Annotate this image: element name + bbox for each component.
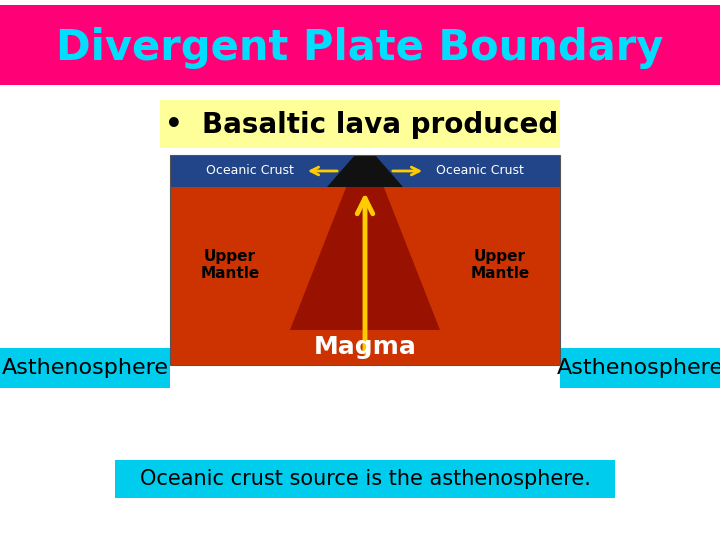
- Polygon shape: [290, 185, 440, 330]
- Text: Oceanic Crust: Oceanic Crust: [206, 165, 294, 178]
- Bar: [170, 155, 560, 187]
- Bar: [170, 155, 560, 365]
- Bar: [0, 5, 720, 85]
- Text: Divergent Plate Boundary: Divergent Plate Boundary: [56, 27, 664, 69]
- Text: Asthenosphere: Asthenosphere: [1, 358, 168, 378]
- Bar: [170, 155, 560, 365]
- Text: Magma: Magma: [314, 335, 416, 359]
- Text: •  Basaltic lava produced: • Basaltic lava produced: [166, 111, 559, 139]
- Bar: [160, 100, 560, 148]
- Text: Asthenosphere: Asthenosphere: [557, 358, 720, 378]
- Bar: [115, 460, 615, 498]
- Text: Oceanic Crust: Oceanic Crust: [436, 165, 524, 178]
- Text: Upper
Mantle: Upper Mantle: [470, 249, 530, 281]
- Polygon shape: [327, 155, 403, 187]
- Text: Upper
Mantle: Upper Mantle: [200, 249, 260, 281]
- Bar: [0, 348, 170, 388]
- Text: Oceanic crust source is the asthenosphere.: Oceanic crust source is the asthenospher…: [140, 469, 590, 489]
- Bar: [560, 348, 720, 388]
